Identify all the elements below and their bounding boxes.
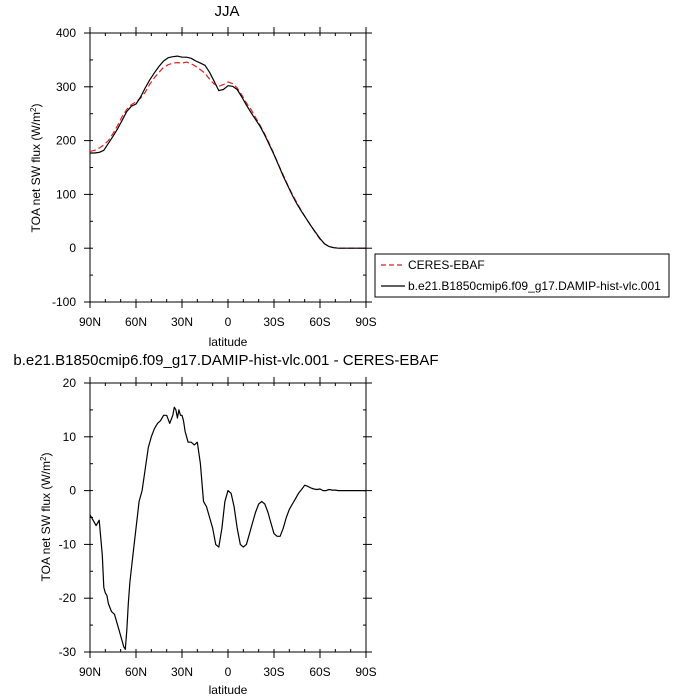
x-tick-label: 60N [125,665,147,679]
x-axis-label: latitude [209,335,248,349]
y-tick-label: -30 [59,645,77,659]
x-tick-label: 60S [309,315,330,329]
y-axis-label-main: TOA net SW flux (W/m [39,461,53,581]
y-axis-label-tail: ) [39,453,53,457]
series-lines [89,406,366,650]
series-line-0 [89,61,366,249]
y-tick-label: 10 [63,430,77,444]
x-tick-label: 90N [79,665,101,679]
y-axis-label: TOA net SW flux (W/m2) [29,104,43,233]
y-tick-label: -20 [59,591,77,605]
climatology-chart: JJA 90N 60N 30N 0 30S 60S 90S 400 300 200 100 0 -100… [29,3,670,349]
y-axis-label-superscript: 2 [29,107,38,112]
legend-label-model: b.e21.B1850cmip6.f09_g17.DAMIP-hist-vlc.… [408,279,661,293]
x-tick-label: 0 [225,665,232,679]
x-tick-label: 60S [309,665,330,679]
y-tick-label: 100 [56,187,76,201]
y-tick-label: 0 [69,241,76,255]
y-tick-label: -10 [59,537,77,551]
y-tick-label: 20 [63,376,77,390]
x-tick-label: 30S [263,315,284,329]
series-lines [89,55,366,249]
y-axis-label: TOA net SW flux (W/m2) [39,453,53,582]
x-tick-label: 30S [263,665,284,679]
y-axis-label-main: TOA net SW flux (W/m [29,112,43,232]
y-axis-label-tail: ) [29,104,43,108]
series-line-1 [90,55,366,249]
axis-ticks: 90N 60N 30N 0 30S 60S 90S 20 10 0 -10 -20 -30 [59,376,377,679]
y-tick-label: -100 [52,295,76,309]
series-line-0 [89,406,366,650]
x-tick-label: 90S [355,665,376,679]
legend-box [374,253,670,298]
x-axis-label: latitude [209,683,248,697]
x-tick-label: 30N [171,315,193,329]
chart-title: JJA [214,3,239,20]
x-tick-label: 60N [125,315,147,329]
legend-label-ceres: CERES-EBAF [408,258,485,272]
legend: CERES-EBAF b.e21.B1850cmip6.f09_g17.DAMI… [374,253,670,298]
x-tick-label: 90N [79,315,101,329]
x-tick-label: 0 [225,315,232,329]
y-axis-label-superscript: 2 [39,456,48,461]
plot-area-frame [89,382,367,653]
difference-chart: b.e21.B1850cmip6.f09_g17.DAMIP-hist-vlc.… [13,352,438,697]
y-tick-label: 200 [56,134,76,148]
x-tick-label: 30N [171,665,193,679]
x-tick-label: 90S [355,315,376,329]
plot-area-frame [89,32,367,303]
axis-ticks: 90N 60N 30N 0 30S 60S 90S 400 300 200 100 0 -100 [52,26,377,329]
y-tick-label: 300 [56,80,76,94]
chart-title: b.e21.B1850cmip6.f09_g17.DAMIP-hist-vlc.… [13,352,438,369]
y-tick-label: 0 [69,484,76,498]
y-tick-label: 400 [56,26,76,40]
